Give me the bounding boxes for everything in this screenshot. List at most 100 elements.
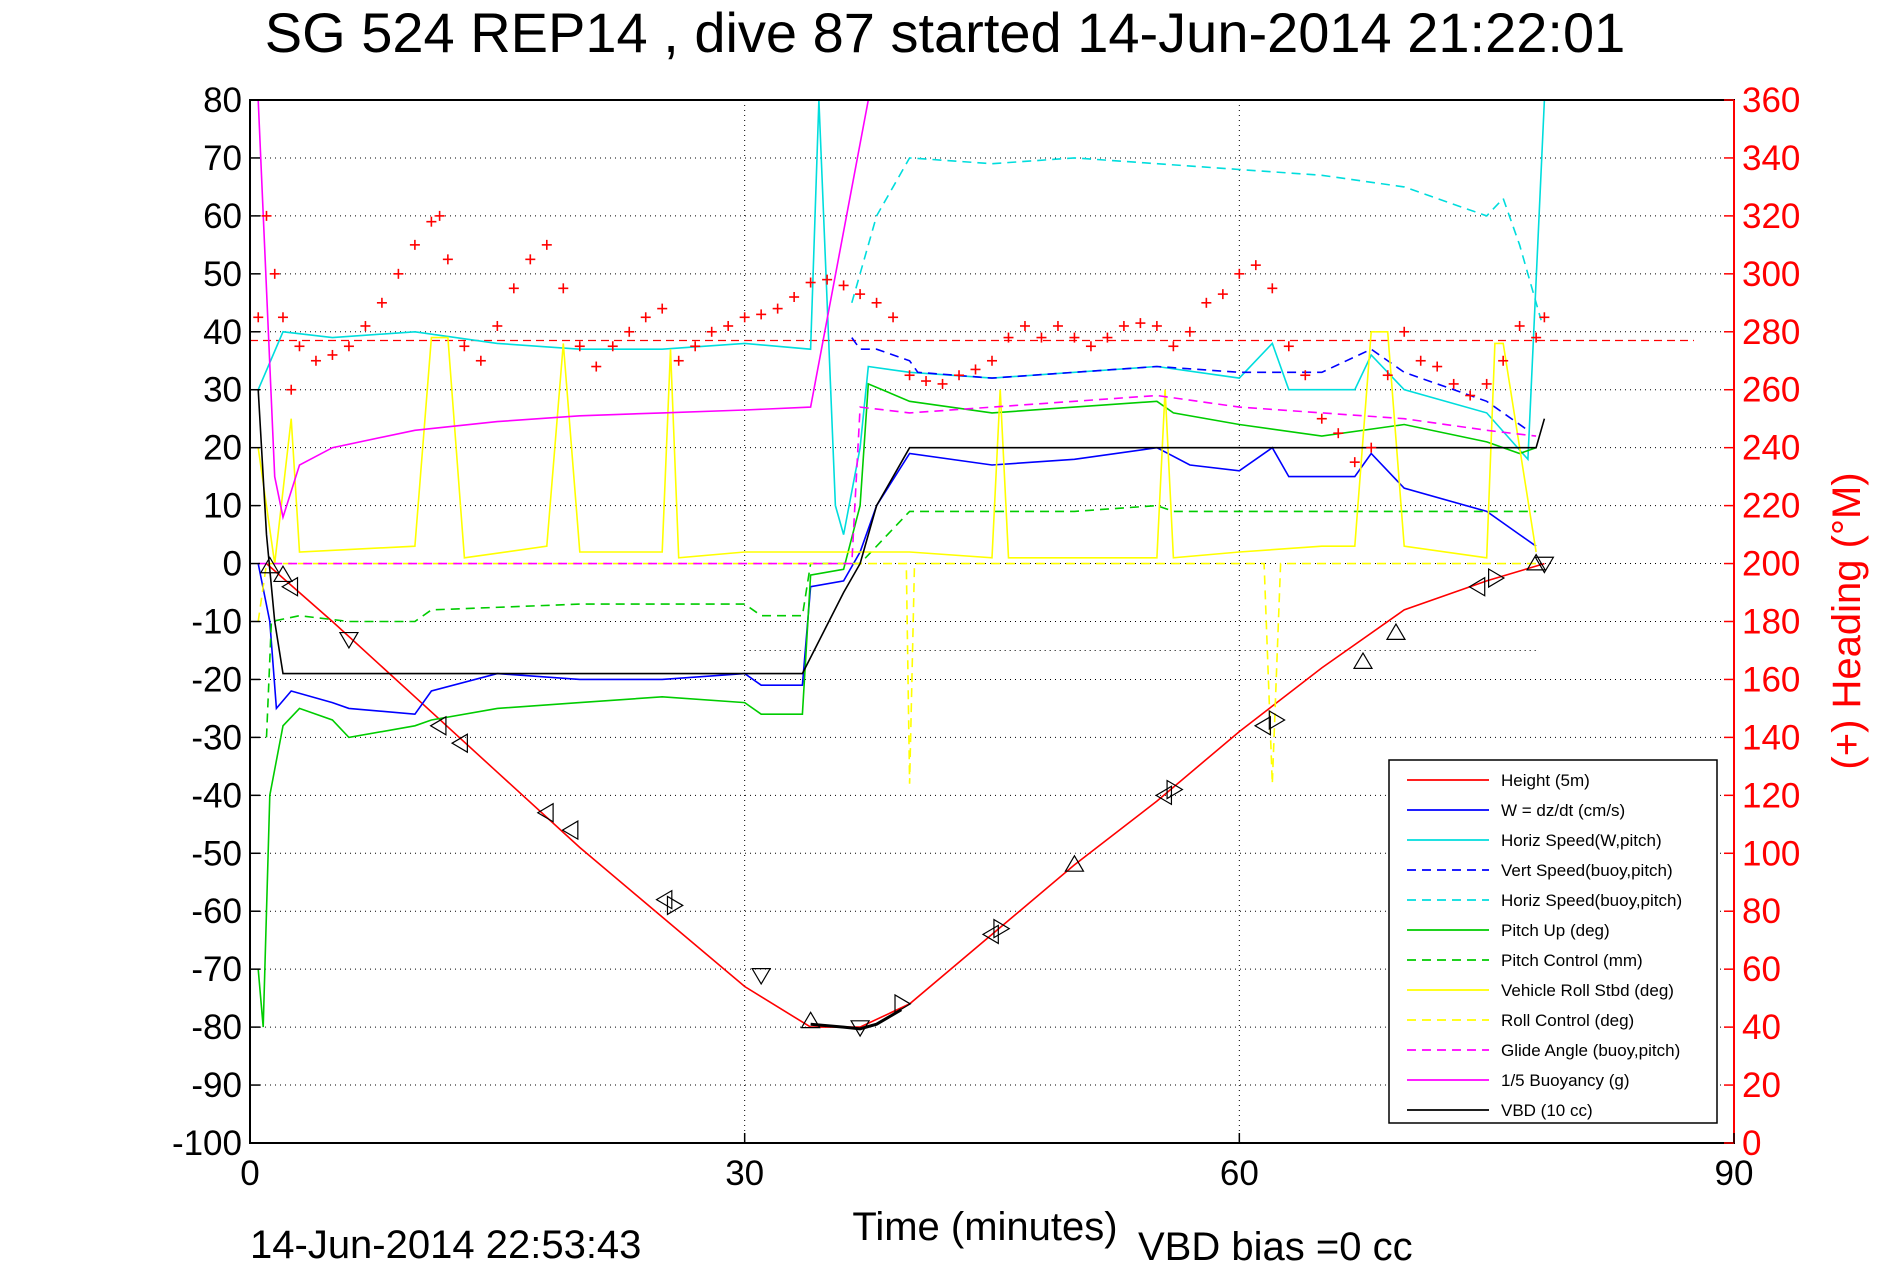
series-line-5 bbox=[257, 382, 1537, 1028]
heading-point bbox=[1539, 312, 1550, 323]
heading-point bbox=[1102, 332, 1113, 343]
heading-point bbox=[937, 378, 948, 389]
heading-point bbox=[343, 341, 354, 352]
heading-point bbox=[822, 274, 833, 285]
heading-point bbox=[286, 384, 297, 395]
triangle-marker bbox=[894, 993, 912, 1014]
y-tick-label: -30 bbox=[191, 718, 242, 757]
y-right-tick-label: 340 bbox=[1742, 139, 1800, 178]
legend-label: Glide Angle (buoy,pitch) bbox=[1501, 1041, 1680, 1060]
y-right-tick-label: 60 bbox=[1742, 950, 1781, 989]
triangle-marker bbox=[1385, 622, 1407, 640]
y-tick-label: -40 bbox=[191, 776, 242, 815]
heading-point bbox=[1283, 341, 1294, 352]
y-tick-label: -80 bbox=[191, 1008, 242, 1047]
heading-point bbox=[1135, 318, 1146, 329]
x-axis-ticks: 0 30 60 90 bbox=[240, 1133, 1753, 1193]
heading-point bbox=[508, 283, 519, 294]
y-right-tick-label: 280 bbox=[1742, 313, 1800, 352]
heading-point bbox=[1316, 413, 1327, 424]
y-tick-label: 50 bbox=[203, 255, 242, 294]
heading-point bbox=[541, 239, 552, 250]
heading-point bbox=[624, 326, 635, 337]
heading-point bbox=[360, 320, 371, 331]
heading-point bbox=[591, 361, 602, 372]
heading-point bbox=[1465, 390, 1476, 401]
y-axis-right-ticks: 3603403203002802602402202001801601401201… bbox=[1724, 81, 1800, 1163]
heading-markers bbox=[253, 210, 1550, 468]
triangle-marker bbox=[1064, 854, 1085, 872]
heading-point bbox=[1085, 341, 1096, 352]
series-line-8 bbox=[257, 562, 1537, 784]
heading-point bbox=[269, 268, 280, 279]
triangle-marker bbox=[281, 576, 299, 597]
triangle-marker bbox=[751, 968, 772, 986]
series-line-6 bbox=[265, 504, 1537, 738]
y-right-tick-label: 160 bbox=[1742, 660, 1800, 699]
heading-point bbox=[756, 309, 767, 320]
y-right-tick-label: 200 bbox=[1742, 545, 1800, 584]
legend-label: Horiz Speed(buoy,pitch) bbox=[1501, 891, 1682, 910]
y-tick-label: 40 bbox=[203, 313, 242, 352]
heading-point bbox=[434, 210, 445, 221]
heading-point bbox=[855, 289, 866, 300]
y-right-tick-label: 260 bbox=[1742, 371, 1800, 410]
y-tick-label: 70 bbox=[203, 139, 242, 178]
series-line-0 bbox=[265, 562, 1545, 1028]
triangle-marker bbox=[536, 802, 554, 823]
triangle-markers bbox=[259, 553, 1555, 1038]
triangle-marker bbox=[450, 733, 468, 754]
heading-point bbox=[739, 312, 750, 323]
triangle-marker bbox=[1488, 567, 1506, 589]
heading-point bbox=[393, 268, 404, 279]
series-layer bbox=[250, 100, 1694, 1028]
x-tick-label: 0 bbox=[240, 1154, 259, 1193]
triangle-marker bbox=[800, 1011, 821, 1029]
y-tick-label: 60 bbox=[203, 197, 242, 236]
legend-label: W = dz/dt (cm/s) bbox=[1501, 801, 1625, 820]
y-right-tick-label: 360 bbox=[1742, 81, 1800, 120]
legend-label: Vehicle Roll Stbd (deg) bbox=[1501, 981, 1674, 1000]
heading-point bbox=[1448, 378, 1459, 389]
x-axis-label: Time (minutes) bbox=[852, 1205, 1117, 1249]
heading-point bbox=[1432, 361, 1443, 372]
heading-point bbox=[1531, 332, 1542, 343]
heading-point bbox=[1366, 442, 1377, 453]
heading-point bbox=[1415, 355, 1426, 366]
series-line-1 bbox=[257, 446, 1537, 716]
heading-point bbox=[838, 280, 849, 291]
legend-label: Height (5m) bbox=[1501, 771, 1590, 790]
legend-label: VBD (10 cc) bbox=[1501, 1101, 1593, 1120]
y-right-tick-label: 0 bbox=[1742, 1124, 1761, 1163]
y-tick-label: 10 bbox=[203, 487, 242, 526]
series-line-10 bbox=[257, 100, 870, 521]
apogee-segment bbox=[810, 1008, 903, 1031]
heading-point bbox=[723, 320, 734, 331]
heading-point bbox=[459, 341, 470, 352]
y-right-tick-label: 20 bbox=[1742, 1066, 1781, 1105]
heading-point bbox=[1069, 332, 1080, 343]
heading-point bbox=[253, 312, 264, 323]
heading-point bbox=[657, 303, 668, 314]
series-line-7 bbox=[257, 330, 1537, 564]
heading-point bbox=[1217, 289, 1228, 300]
heading-point bbox=[1168, 341, 1179, 352]
triangle-marker bbox=[338, 631, 359, 650]
heading-point bbox=[1349, 457, 1360, 468]
triangle-marker bbox=[429, 715, 447, 736]
y-tick-label: -10 bbox=[191, 603, 242, 642]
series-line-11 bbox=[257, 389, 1546, 675]
footer-timestamp: 14-Jun-2014 22:53:43 bbox=[250, 1223, 641, 1262]
y-right-tick-label: 80 bbox=[1742, 892, 1781, 931]
heading-point bbox=[888, 312, 899, 323]
y-tick-label: -20 bbox=[191, 660, 242, 699]
x-tick-label: 30 bbox=[725, 1154, 764, 1193]
heading-point bbox=[376, 297, 387, 308]
heading-point bbox=[805, 277, 816, 288]
triangle-marker bbox=[259, 556, 280, 574]
heading-point bbox=[921, 376, 932, 387]
heading-point bbox=[1267, 283, 1278, 294]
heading-point bbox=[1333, 428, 1344, 439]
heading-point bbox=[426, 216, 437, 227]
heading-point bbox=[706, 326, 717, 337]
